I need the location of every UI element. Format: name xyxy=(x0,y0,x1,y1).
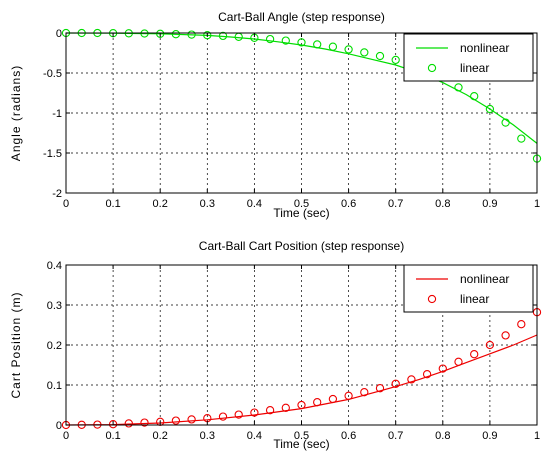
series-linear-point xyxy=(218,31,228,41)
x-tick-label: 0 xyxy=(63,198,69,210)
x-axis-label: Time (sec) xyxy=(273,437,329,451)
series-linear-point xyxy=(438,364,447,373)
x-tick-label: 0.6 xyxy=(341,198,356,210)
series-linear-point xyxy=(344,45,353,54)
series-nonlinear-line xyxy=(65,334,538,426)
series-linear-point xyxy=(218,412,228,421)
legend-box xyxy=(403,33,534,82)
y-tick-label: 0.3 xyxy=(47,300,62,312)
y-tick-label: 0 xyxy=(56,28,62,40)
y-tick-label: 0.1 xyxy=(47,380,62,392)
chart-title: Cart-Ball Angle (step response) xyxy=(218,10,385,24)
x-tick-label: 0.1 xyxy=(105,430,120,442)
series-linear-point xyxy=(422,370,432,379)
chart-cart-position: 0 0.1 0.2 0.3 0.4 0.5 0.6 0.7 0.8 0.9 1 0 0.1 0.2 0.3 0… xyxy=(9,239,542,451)
series-linear-point xyxy=(187,30,196,39)
series-linear-point xyxy=(328,394,338,404)
x-tick-label: 0.7 xyxy=(388,198,403,210)
x-tick-label: 0.2 xyxy=(153,198,168,210)
legend-box xyxy=(403,264,534,313)
series-linear-point xyxy=(313,398,322,407)
x-tick-label: 0.2 xyxy=(153,430,168,442)
series-linear-point xyxy=(171,416,181,425)
chart-angle: 0 0.1 0.2 0.3 0.4 0.5 0.6 0.7 0.8 0.9 1 0 -0.5 -1 -1.5… xyxy=(9,10,542,220)
x-tick-label: 1 xyxy=(534,430,540,442)
series-linear-point xyxy=(140,418,149,427)
y-tick-label: -2 xyxy=(52,188,62,200)
series-linear-point xyxy=(234,410,243,419)
series-linear-point xyxy=(156,29,165,38)
series-linear-point xyxy=(297,400,306,410)
series-linear-point xyxy=(501,118,510,127)
x-tick-label: 1 xyxy=(534,198,540,210)
x-tick-label: 0.1 xyxy=(105,198,120,210)
series-linear-point xyxy=(407,375,416,384)
y-tick-label: -1.5 xyxy=(43,148,62,160)
legend-swatch-linear xyxy=(427,63,437,73)
legend-swatch-linear xyxy=(427,294,437,304)
x-tick-label: 0.5 xyxy=(294,430,309,442)
x-tick-label: 0.9 xyxy=(482,198,497,210)
series-linear-point xyxy=(360,388,369,397)
series-linear-point xyxy=(313,40,322,49)
x-tick-label: 0.4 xyxy=(247,198,262,210)
series-linear-point xyxy=(485,340,495,350)
series-linear-point xyxy=(297,38,306,47)
legend-label-nonlinear: nonlinear xyxy=(460,41,509,55)
series-linear-point xyxy=(108,420,118,429)
chart-title: Cart-Ball Cart Position (step response) xyxy=(199,239,404,253)
x-tick-label: 0.3 xyxy=(200,198,215,210)
series-linear-point xyxy=(265,406,275,415)
legend: nonlinear linear xyxy=(403,33,534,82)
series-linear-point xyxy=(203,31,212,40)
x-tick-label: 0.4 xyxy=(247,430,262,442)
x-tick-label: 0.3 xyxy=(200,430,215,442)
x-tick-label: 0.5 xyxy=(294,198,309,210)
series-linear-point xyxy=(501,331,510,340)
y-tick-label: -0.5 xyxy=(43,68,62,80)
series-linear-point xyxy=(281,403,290,412)
series-linear-point xyxy=(454,357,463,366)
y-tick-label: 0.2 xyxy=(47,340,62,352)
legend-label-nonlinear: nonlinear xyxy=(460,272,509,286)
x-tick-label: 0 xyxy=(63,430,69,442)
series-linear-point xyxy=(391,55,400,65)
series-linear-point xyxy=(171,30,181,39)
x-tick-label: 0.6 xyxy=(341,430,356,442)
x-axis-label: Time (sec) xyxy=(273,206,329,220)
x-tick-label: 0.8 xyxy=(435,198,450,210)
series-linear-point xyxy=(124,419,133,428)
series-linear-point xyxy=(517,320,526,329)
series-linear-point xyxy=(470,92,479,101)
series-linear-point xyxy=(375,384,385,393)
y-axis-label: Angle (radians) xyxy=(9,65,23,161)
series-linear-point xyxy=(187,415,196,424)
legend: nonlinear linear xyxy=(403,264,534,313)
series-linear-point xyxy=(485,104,495,114)
series-linear-point xyxy=(265,34,275,44)
series-linear-point xyxy=(281,36,290,45)
series-linear-point xyxy=(391,379,400,388)
x-tick-label: 0.7 xyxy=(388,430,403,442)
series-linear-point xyxy=(250,408,259,417)
series-linear-point xyxy=(344,391,353,400)
series-linear-point xyxy=(517,134,526,143)
y-tick-label: -1 xyxy=(52,108,62,120)
legend-label-linear: linear xyxy=(460,61,489,75)
y-axis-label: Cart Position (m) xyxy=(9,291,23,398)
legend-label-linear: linear xyxy=(460,292,489,306)
x-tick-label: 0.8 xyxy=(435,430,450,442)
series-linear-point xyxy=(328,42,338,51)
y-tick-label: 0.4 xyxy=(47,260,62,272)
series-linear-point xyxy=(470,350,479,359)
x-tick-label: 0.9 xyxy=(482,430,497,442)
series-linear-point xyxy=(454,83,463,92)
y-tick-label: 0 xyxy=(56,420,62,432)
series-linear-point xyxy=(375,51,385,61)
series-linear-point xyxy=(360,48,369,57)
